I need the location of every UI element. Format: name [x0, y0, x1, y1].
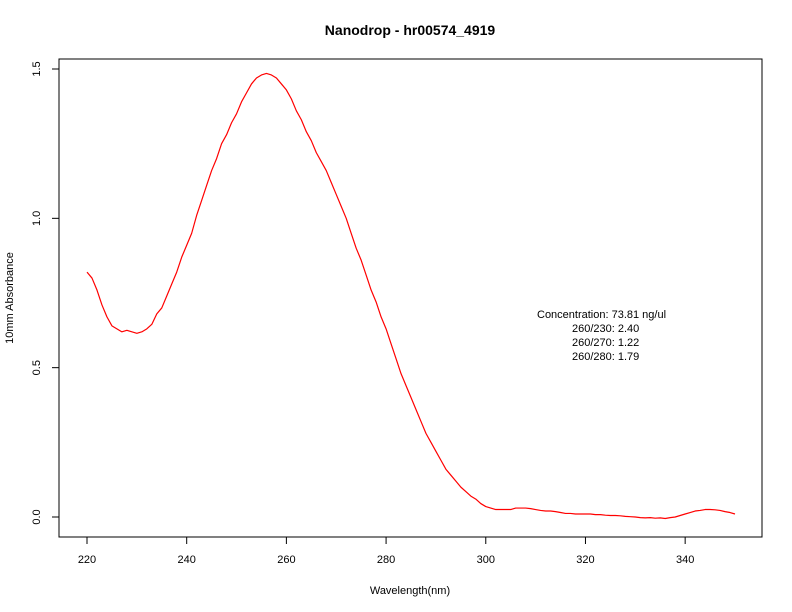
x-tick-label: 260 — [277, 554, 295, 566]
ratio-260-270-annotation: 260/270: 1.22 — [572, 337, 639, 349]
y-tick-label: 1.0 — [31, 211, 43, 226]
x-axis-label: Wavelength(nm) — [370, 585, 450, 597]
y-axis-label: 10mm Absorbance — [4, 252, 16, 344]
y-tick-label: 0.0 — [31, 509, 43, 524]
ratio-260-280-annotation: 260/280: 1.79 — [572, 351, 639, 363]
y-tick-label: 1.5 — [31, 61, 43, 76]
absorbance-series-line — [86, 72, 736, 520]
x-axis: 220 240 260 280 300 320 340 — [78, 536, 694, 566]
x-tick-label: 220 — [78, 554, 96, 566]
x-tick-label: 280 — [377, 554, 395, 566]
chart-title: Nanodrop - hr00574_4919 — [325, 22, 496, 38]
series-layer — [86, 72, 736, 520]
x-tick-label: 240 — [178, 554, 196, 566]
x-tick-label: 340 — [676, 554, 694, 566]
x-tick-label: 320 — [576, 554, 594, 566]
concentration-annotation: Concentration: 73.81 ng/ul — [537, 309, 666, 321]
annotation-block: Concentration: 73.81 ng/ul 260/230: 2.40… — [537, 309, 666, 363]
x-tick-label: 300 — [477, 554, 495, 566]
ratio-260-230-annotation: 260/230: 2.40 — [572, 323, 639, 335]
y-tick-label: 0.5 — [31, 360, 43, 375]
y-axis: 0.0 0.5 1.0 1.5 — [31, 61, 60, 525]
plot-frame — [58, 58, 763, 538]
